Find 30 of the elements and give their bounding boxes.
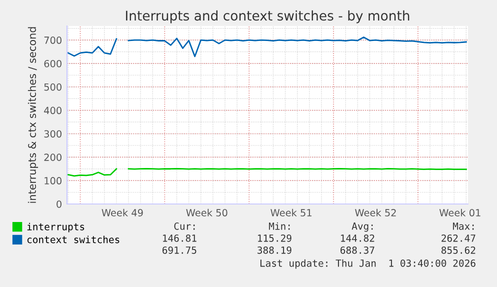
text: 146.81: [163, 234, 196, 242]
x-tick-label: Week 51: [270, 208, 312, 216]
y-tick-label: 300: [44, 130, 62, 138]
y-tick-label: 600: [44, 60, 62, 68]
text: Cur:: [174, 222, 195, 230]
text: 144.82: [341, 234, 374, 242]
text: Last update: Thu Jan 1 03:40:00 2026: [260, 259, 476, 269]
y-tick-label: 100: [44, 177, 62, 184]
legend-label: interrupts: [27, 222, 84, 232]
x-tick-label: Week 01: [439, 208, 480, 216]
x-tick-label: Week 52: [355, 208, 396, 216]
y-tick-label: 400: [44, 106, 62, 114]
y-tick-label: 0: [56, 200, 62, 208]
text: 115.29: [258, 234, 292, 242]
text: Min:: [268, 222, 290, 230]
y-tick-label: 500: [44, 83, 62, 91]
x-tick-label: Week 50: [186, 208, 228, 216]
y-tick-label: 700: [44, 36, 62, 44]
text: 691.75: [162, 246, 196, 254]
text: Max:: [452, 222, 474, 230]
legend-label: context switches: [27, 236, 120, 244]
x-tick-label: Week 49: [102, 208, 143, 216]
text: 388.19: [258, 246, 292, 254]
y-tick-label: 200: [44, 154, 62, 161]
text: 262.47: [442, 234, 476, 242]
y-axis-title: interrupts & ctx switches / second: [28, 27, 38, 203]
chart-title: Interrupts and context switches - by month: [126, 10, 410, 24]
text: 855.62: [442, 246, 476, 254]
text: Avg:: [352, 222, 373, 232]
text: 688.37: [340, 246, 374, 254]
